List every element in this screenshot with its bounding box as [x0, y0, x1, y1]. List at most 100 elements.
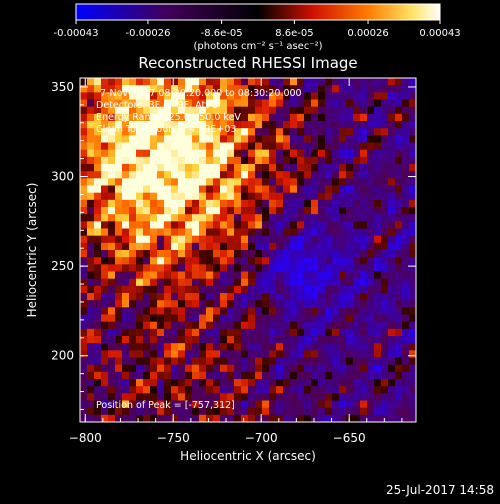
heatmap-cell [248, 371, 256, 380]
heatmap-cell [255, 221, 263, 229]
heatmap-cell [381, 192, 389, 201]
heatmap-cell [367, 164, 375, 172]
heatmap-cell [255, 414, 263, 422]
heatmap-cell [143, 407, 151, 416]
heatmap-cell [206, 321, 214, 330]
heatmap-cell [402, 414, 410, 422]
heatmap-cell [234, 171, 242, 179]
heatmap-cell [143, 128, 151, 136]
heatmap-cell [402, 156, 410, 165]
heatmap-cell [339, 414, 347, 422]
heatmap-cell [409, 185, 416, 194]
heatmap-cell [213, 314, 221, 323]
heatmap-cell [318, 364, 326, 373]
heatmap-cell [325, 214, 333, 222]
heatmap-cell [290, 343, 298, 351]
heatmap-cell [178, 393, 186, 401]
heatmap-cell [283, 271, 291, 280]
heatmap-cell [87, 285, 95, 294]
heatmap-cell [304, 314, 312, 323]
heatmap-cell [304, 113, 312, 122]
heatmap-cell [115, 314, 123, 323]
heatmap-cell [318, 336, 326, 344]
heatmap-cell [402, 85, 410, 93]
heatmap-cell [213, 307, 221, 315]
heatmap-cell [129, 379, 137, 387]
heatmap-cell [269, 192, 277, 201]
heatmap-cell [269, 171, 277, 179]
heatmap-cell [360, 393, 368, 401]
heatmap-cell [381, 142, 389, 151]
heatmap-cell [213, 199, 221, 208]
heatmap-cell [395, 400, 403, 409]
heatmap-cell [353, 128, 361, 136]
heatmap-cell [94, 300, 102, 308]
heatmap-cell [402, 400, 410, 409]
heatmap-cell [276, 142, 284, 151]
heatmap-cell [290, 300, 298, 308]
heatmap-cell [101, 164, 109, 172]
heatmap-cell [234, 121, 242, 129]
heatmap-cell [192, 414, 200, 422]
heatmap-cell [346, 285, 354, 294]
heatmap-cell [325, 379, 333, 387]
heatmap-cell [192, 350, 200, 358]
heatmap-cell [269, 85, 277, 93]
heatmap-cell [80, 221, 88, 229]
heatmap-cell [248, 414, 256, 422]
heatmap-cell [346, 185, 354, 194]
heatmap-cell [108, 278, 116, 287]
heatmap-cell [339, 242, 347, 251]
heatmap-cell [269, 185, 277, 194]
heatmap-cell [304, 328, 312, 337]
heatmap-cell [325, 307, 333, 315]
heatmap-cell [255, 307, 263, 315]
heatmap-cell [136, 271, 144, 280]
heatmap-cell [276, 350, 284, 358]
heatmap-cell [241, 307, 249, 315]
heatmap-cell [220, 343, 228, 351]
heatmap-cell [409, 178, 416, 186]
heatmap-cell [178, 242, 186, 251]
heatmap-cell [353, 242, 361, 251]
heatmap-cell [402, 113, 410, 122]
heatmap-cell [374, 178, 382, 186]
heatmap-cell [339, 178, 347, 186]
heatmap-cell [269, 214, 277, 222]
heatmap-cell [164, 314, 172, 323]
heatmap-cell [199, 414, 207, 422]
heatmap-cell [311, 264, 319, 272]
heatmap-cell [171, 386, 179, 394]
heatmap-cell [199, 314, 207, 323]
heatmap-cell [171, 156, 179, 165]
heatmap-cell [353, 271, 361, 280]
heatmap-cell [241, 92, 249, 100]
heatmap-cell [360, 357, 368, 366]
heatmap-cell [227, 414, 235, 422]
heatmap-cell [185, 250, 193, 258]
heatmap-cell [150, 121, 158, 129]
heatmap-cell [248, 156, 256, 165]
heatmap-cell [94, 128, 102, 136]
heatmap-cell [346, 221, 354, 229]
heatmap-cell [87, 85, 95, 93]
heatmap-cell [269, 264, 277, 272]
heatmap-cell [157, 185, 165, 194]
heatmap-cell [136, 85, 144, 93]
heatmap-cell [290, 99, 298, 108]
heatmap-cell [269, 242, 277, 251]
heatmap-cell [395, 285, 403, 294]
heatmap-cell [304, 379, 312, 387]
heatmap-cell [388, 336, 396, 344]
heatmap-cell [304, 300, 312, 308]
heatmap-cell [311, 242, 319, 251]
heatmap-cell [276, 364, 284, 373]
heatmap-cell [367, 149, 375, 158]
heatmap-cell [192, 199, 200, 208]
heatmap-cell [360, 336, 368, 344]
heatmap-cell [395, 99, 403, 108]
heatmap-cell [325, 357, 333, 366]
heatmap-cell [248, 199, 256, 208]
heatmap-cell [283, 414, 291, 422]
heatmap-cell [241, 85, 249, 93]
